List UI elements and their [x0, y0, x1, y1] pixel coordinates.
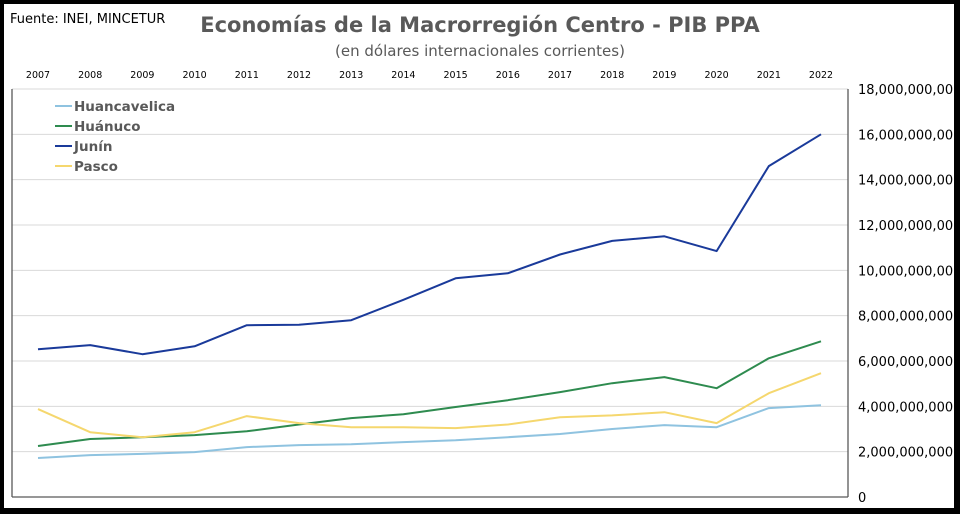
x-tick-label: 2022 — [809, 70, 833, 81]
y-tick-label: 10,000,000,000 — [858, 264, 960, 279]
x-tick-label: 2010 — [183, 70, 207, 81]
x-tick-label: 2017 — [548, 70, 572, 81]
legend-entry: Huancavelica — [74, 99, 175, 115]
y-tick-label: 14,000,000,000 — [858, 174, 960, 189]
y-tick-label: 4,000,000,000 — [858, 400, 953, 415]
x-tick-label: 2014 — [391, 70, 415, 81]
y-tick-label: 0 — [858, 491, 866, 506]
x-tick-label: 2019 — [652, 70, 676, 81]
x-tick-label: 2015 — [444, 70, 468, 81]
y-tick-label: 12,000,000,000 — [858, 219, 960, 234]
x-tick-label: 2020 — [705, 70, 729, 81]
y-tick-label: 8,000,000,000 — [858, 310, 953, 325]
series-line-huánuco — [37, 340, 822, 447]
x-tick-label: 2016 — [496, 70, 520, 81]
y-tick-label: 2,000,000,000 — [858, 446, 953, 461]
series-line-pasco — [37, 372, 822, 439]
x-tick-label: 2021 — [757, 70, 781, 81]
source-note: Fuente: INEI, MINCETUR — [10, 12, 165, 27]
series-line-huancavelica — [37, 404, 822, 459]
y-tick-label: 6,000,000,000 — [858, 355, 953, 370]
x-tick-label: 2018 — [600, 70, 624, 81]
x-tick-label: 2011 — [235, 70, 259, 81]
series-line-junín — [37, 133, 822, 356]
legend-entry: Huánuco — [74, 119, 141, 135]
x-tick-label: 2012 — [287, 70, 311, 81]
y-tick-label: 16,000,000,000 — [858, 128, 960, 143]
x-tick-label: 2008 — [78, 70, 102, 81]
x-tick-label: 2009 — [130, 70, 154, 81]
chart-area — [4, 4, 954, 508]
x-tick-label: 2013 — [339, 70, 363, 81]
y-tick-label: 18,000,000,000 — [858, 83, 960, 98]
chart-title: Economías de la Macrorregión Centro - PI… — [200, 13, 760, 37]
chart-subtitle: (en dólares internacionales corrientes) — [335, 42, 625, 60]
legend-entry: Junín — [73, 139, 112, 155]
legend-entry: Pasco — [74, 159, 118, 175]
x-tick-label: 2007 — [26, 70, 50, 81]
